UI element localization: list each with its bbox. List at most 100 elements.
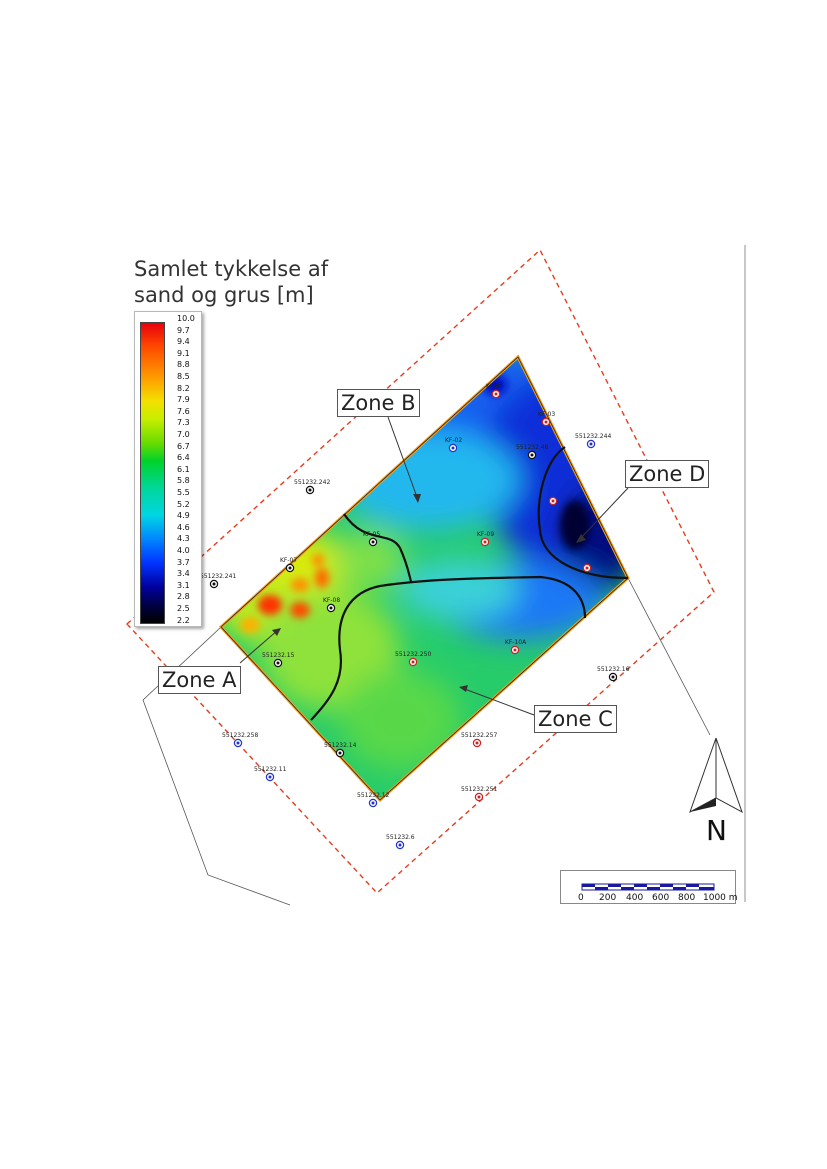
well-marker[interactable]: 551232.12 [357,792,390,808]
legend-label: 8.5 [177,372,190,381]
legend-label: 8.2 [177,383,190,393]
legend-label: 3.1 [177,580,190,590]
well-marker[interactable]: 551232.241 [200,573,236,589]
well-dot [212,582,216,586]
wells-layer: KF-01 KF-03 KF-02 551232.48 551232.244 551232… [200,383,630,850]
legend-label: 6.4 [177,453,190,463]
legend-label: 7.3 [177,418,190,428]
zone-label-a: Zone A [158,666,241,694]
well-dot [551,499,555,503]
legend-label: 3.4 [177,569,190,579]
well-marker[interactable]: 551232.257 [461,732,497,748]
well-marker[interactable]: 551232.244 [575,433,611,449]
well-label: 551232.251 [461,786,497,793]
zone-c-pointer [461,687,535,716]
well-label: KF-07 [280,557,297,564]
well-marker[interactable]: KF-01 [486,383,503,399]
legend-label: 4.6 [177,522,190,532]
well-label: KF-09 [477,531,494,538]
well-dot [236,741,240,745]
well-dot [371,801,375,805]
well-dot [308,488,312,492]
well-dot [585,566,589,570]
buffer-boundary [126,248,715,894]
legend-label: 5.2 [177,499,190,509]
well-dot [611,675,615,679]
scale-tick-600: 600 [652,893,670,903]
well-marker[interactable]: 551232.11 [254,766,287,782]
well-marker[interactable]: 551232.251 [461,786,497,802]
scale-bar: 0 200 400 600 800 1000 m [560,870,738,904]
well-label: KF-08 [323,597,340,604]
scale-bar-graphic [581,883,715,891]
legend-label: 2.8 [177,592,190,602]
well-dot [530,453,534,457]
well-label: 551232.250 [395,651,431,658]
well-label: KF-02 [445,437,462,444]
well-marker[interactable]: 551232.48 [516,444,549,460]
well-marker[interactable]: KF-07 [280,557,297,573]
well-label: 551232.242 [294,479,330,486]
well-dot [589,442,593,446]
legend-label: 10.0 [177,314,195,323]
color-legend: 10.0 9.7 9.4 9.1 8.8 8.5 8.2 7.9 7.6 7.3 7.0 6.7 6.4… [134,311,202,627]
legend-label: 8.8 [177,360,190,370]
well-marker[interactable] [548,496,558,506]
zone-b-pointer [387,416,419,501]
well-marker[interactable]: 551232.14 [324,742,357,758]
well-label: KF-01 [486,383,503,390]
well-label: 551232.14 [324,742,357,749]
well-dot [329,606,333,610]
scale-tick-800: 800 [678,893,696,903]
well-dot [398,843,402,847]
well-marker[interactable]: KF-03 [538,411,555,427]
legend-label: 7.6 [177,406,190,416]
scale-tick-400: 400 [626,893,644,903]
well-marker[interactable]: KF-10A [505,639,527,655]
north-label: N [706,814,727,847]
well-marker[interactable]: 551232.250 [395,651,431,667]
legend-label: 6.1 [177,464,190,474]
zone-divider-d [537,446,629,580]
map-title-line1: Samlet tykkelse af [134,257,329,281]
well-label: 551232.257 [461,732,497,739]
well-label: 551232.244 [575,433,611,440]
well-dot [494,392,498,396]
legend-label: 4.0 [177,546,190,555]
zone-divider-c [310,575,587,721]
well-dot [451,446,455,450]
well-marker[interactable]: KF-02 [445,437,462,453]
well-marker[interactable]: 551232.16 [597,666,630,682]
legend-label: 4.9 [177,511,190,521]
well-label: KF-03 [538,411,555,418]
well-marker[interactable]: 551232.15 [262,652,295,668]
well-marker[interactable]: KF-08 [323,597,340,613]
well-dot [475,741,479,745]
legend-color-ramp [140,322,165,624]
well-label: KF-05 [363,531,380,538]
well-marker[interactable]: 551232.6 [386,834,415,850]
well-marker[interactable]: KF-05 [363,531,380,547]
well-label: 551232.258 [222,732,258,739]
well-dot [483,540,487,544]
well-marker[interactable]: 551232.258 [222,732,258,748]
well-label: KF-10A [505,639,527,646]
zone-d-pointer [578,487,629,541]
well-dot [371,540,375,544]
legend-label: 5.5 [177,488,190,497]
scale-tick-1000: 1000 m [703,893,738,903]
well-dot [288,566,292,570]
map-title: Samlet tykkelse af sand og grus [m] [134,256,328,308]
survey-outline-east [627,577,711,736]
legend-label: 5.8 [177,476,190,486]
well-marker[interactable]: KF-09 [477,531,494,547]
legend-label: 3.7 [177,557,190,567]
well-marker[interactable]: 551232.242 [294,479,330,495]
well-dot [477,795,481,799]
zone-label-b: Zone B [337,389,420,417]
well-marker[interactable] [582,563,592,573]
well-label: 551232.48 [516,444,549,451]
legend-label: 7.0 [177,430,190,439]
legend-label: 9.1 [177,348,190,358]
zone-label-d: Zone D [625,460,710,488]
